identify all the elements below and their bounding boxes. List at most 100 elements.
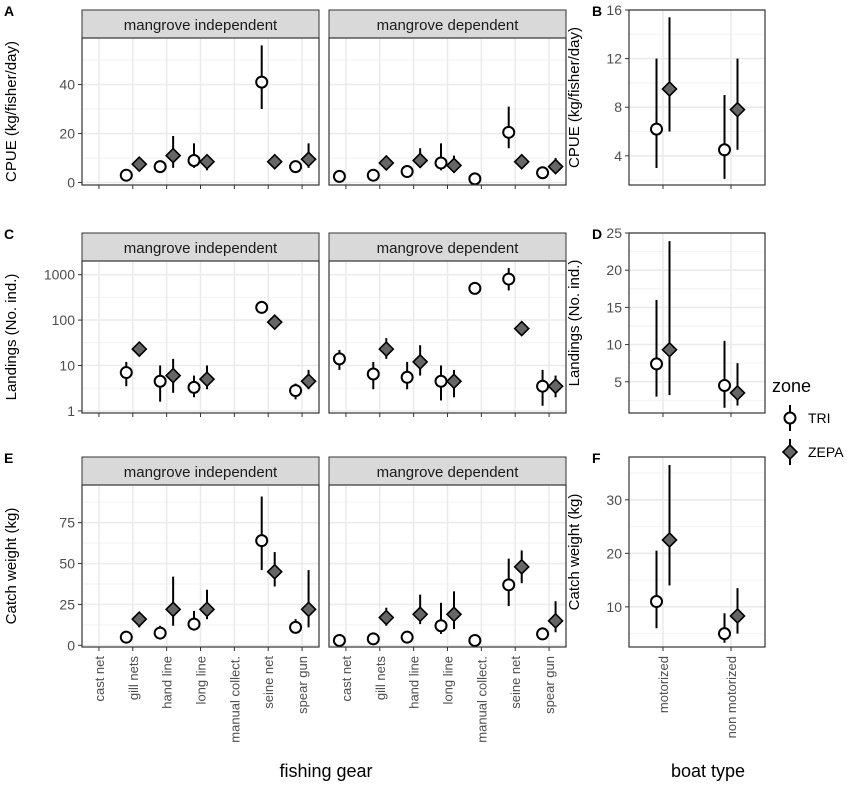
tri-marker <box>153 160 167 174</box>
zepa-marker <box>378 154 395 172</box>
facet-strip <box>328 9 567 39</box>
panel-letter: D <box>592 226 602 242</box>
point-long-line-zepa <box>445 591 463 629</box>
tri-marker <box>400 370 414 384</box>
tri-marker <box>434 619 448 633</box>
panel-f-0 <box>628 456 766 651</box>
y-tick-label: 8 <box>614 99 622 115</box>
x-tick-label-long-line: long line <box>441 656 456 704</box>
point-long-line-tri <box>434 602 448 634</box>
tri-marker <box>718 378 731 392</box>
facet-strip <box>328 456 567 486</box>
y-tick-label: 0 <box>67 175 75 191</box>
panel-e-0: mangrove independent <box>81 456 320 651</box>
y-axis-title: Catch weight (kg) <box>3 508 20 625</box>
point-spear-gun-tri <box>536 627 550 641</box>
facet-strip-title: mangrove dependent <box>377 240 520 257</box>
tri-marker <box>332 169 346 183</box>
tri-marker <box>255 534 269 548</box>
zepa-marker <box>412 353 429 371</box>
point-hand-line-zepa <box>412 148 429 169</box>
point-spear-gun-zepa <box>547 601 564 633</box>
tri-marker <box>502 125 516 139</box>
point-gill-nets-tri <box>366 361 380 390</box>
zepa-marker <box>165 147 182 164</box>
zepa-marker <box>661 80 678 98</box>
zepa-marker <box>445 373 463 390</box>
zepa-marker <box>266 563 283 580</box>
tri-marker <box>187 380 201 394</box>
facet-strip-title: mangrove dependent <box>377 464 520 481</box>
point-seine-net-zepa <box>513 320 530 337</box>
point-seine-net-tri <box>502 106 516 149</box>
y-axis-title: CPUE (kg/fisher/day) <box>566 27 583 168</box>
point-cast-net-tri <box>332 169 346 183</box>
point-gill-nets-tri <box>119 630 133 644</box>
tri-marker <box>153 626 167 640</box>
point-manual-collect-tri <box>468 281 482 295</box>
tri-marker <box>255 300 269 314</box>
point-long-line-zepa <box>198 153 216 171</box>
point-spear-gun-tri <box>289 383 303 400</box>
point-non-motorized-zepa <box>729 58 746 150</box>
x-tick-label-gill-nets: gill nets <box>126 656 141 701</box>
boat-type-axis-title: boat type <box>671 761 745 781</box>
y-tick-label: 1 <box>67 403 75 419</box>
panel-a-1: mangrove dependent <box>328 9 567 189</box>
point-gill-nets-zepa <box>131 340 148 358</box>
point-spear-gun-zepa <box>300 570 317 628</box>
y-tick-label: 10 <box>606 337 622 353</box>
y-tick-label: 25 <box>59 596 75 612</box>
point-seine-net-tri <box>255 45 269 110</box>
x-tick-label-long-line: long line <box>194 656 209 704</box>
y-tick-label: 30 <box>606 492 622 508</box>
zepa-marker <box>661 341 678 358</box>
zepa-marker <box>165 601 182 618</box>
point-motorized-tri <box>650 550 663 629</box>
panel-c-1: mangrove dependent <box>328 232 567 417</box>
point-non-motorized-tri <box>718 340 731 408</box>
tri-marker <box>255 75 269 89</box>
zepa-marker <box>661 531 678 549</box>
point-hand-line-zepa <box>412 594 429 625</box>
zepa-marker <box>300 373 317 390</box>
zepa-marker <box>547 612 564 629</box>
point-long-line-zepa <box>198 365 216 390</box>
facet-strip-title: mangrove independent <box>124 464 278 481</box>
point-gill-nets-zepa <box>378 607 395 626</box>
zepa-marker <box>547 378 564 395</box>
point-hand-line-zepa <box>412 345 429 376</box>
zepa-marker <box>198 371 216 388</box>
panel-letter: B <box>592 3 602 19</box>
y-tick-label: 40 <box>59 77 75 93</box>
x-tick-label-hand-line: hand line <box>407 656 422 709</box>
zepa-marker <box>729 101 746 118</box>
point-motorized-zepa <box>661 465 678 586</box>
point-gill-nets-tri <box>366 168 380 182</box>
panel-letter: F <box>592 450 601 466</box>
tri-marker <box>650 122 663 136</box>
tri-marker <box>400 630 414 644</box>
point-hand-line-tri <box>153 625 167 640</box>
point-manual-collect-tri <box>468 633 482 647</box>
point-spear-gun-zepa <box>300 369 317 390</box>
zepa-marker <box>165 367 182 384</box>
point-hand-line-tri <box>153 365 167 402</box>
tri-marker <box>366 168 380 182</box>
tri-marker <box>468 172 482 186</box>
x-tick-label-seine-net: seine net <box>508 656 523 709</box>
y-tick-label: 1000 <box>44 267 75 283</box>
y-tick-label: 75 <box>59 515 75 531</box>
legend-label: ZEPA <box>808 444 844 460</box>
point-spear-gun-zepa <box>547 375 564 398</box>
facet-strip-title: mangrove independent <box>124 17 278 34</box>
zepa-marker <box>131 340 148 358</box>
facet-strip-title: mangrove independent <box>124 240 278 257</box>
point-spear-gun-zepa <box>547 158 564 175</box>
point-motorized-tri <box>650 299 663 397</box>
legend-item-tri: TRI <box>783 405 831 431</box>
legend-label: TRI <box>808 410 831 426</box>
facet-strip <box>81 232 320 262</box>
panel-border <box>628 9 766 186</box>
tri-marker <box>400 165 414 179</box>
